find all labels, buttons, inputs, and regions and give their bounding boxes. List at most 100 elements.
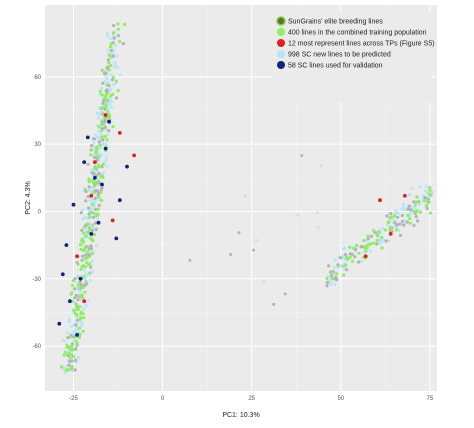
point-training-line [85,261,89,265]
point-elite-line [425,206,429,211]
point-new-line [114,43,118,47]
point-elite-line [112,24,116,28]
point-training-line [69,352,74,357]
point-training-line [415,200,419,204]
y-tick-label: 30 [34,142,41,148]
point-training-line [80,265,84,269]
x-tick-label: -25 [69,396,78,402]
point-training-line [365,245,369,249]
point-new-line [118,73,122,77]
point-new-line [104,158,108,162]
legend-key [277,61,285,69]
point-training-line [98,143,102,147]
point-training-line [100,129,104,133]
point-training-line [85,255,89,259]
point-elite-line [112,36,116,40]
point-new-line [113,61,117,65]
point-training-line [70,364,74,368]
point-new-line [84,303,88,307]
point-new-line [94,133,98,137]
point-new-line [111,83,116,87]
point-training-line [395,228,399,232]
point-training-line [89,153,93,157]
point-training-line [76,262,80,266]
point-validation-line [60,272,65,277]
point-representative-line [388,232,393,236]
point-training-line [116,22,120,26]
point-training-line [79,310,84,314]
point-new-line [104,155,109,159]
point-new-line [394,211,398,215]
point-new-line [109,73,113,77]
point-elite-line [327,264,331,268]
point-new-line [95,170,99,174]
point-elite-line [80,228,84,232]
y-axis-label: PC2: 4.3% [25,181,32,214]
point-new-line [67,317,71,321]
point-new-line [63,339,67,343]
point-training-line [97,154,101,159]
point-elite-line [406,207,410,211]
point-training-line [412,209,416,214]
y-tick-label: 0 [38,209,42,215]
point-elite-line [121,42,125,46]
point-elite-line [89,144,94,148]
point-elite-line [339,256,343,260]
point-training-line [81,329,85,333]
point-training-line [100,93,104,97]
point-elite-line [74,358,78,362]
point-new-line [81,217,85,221]
point-elite-line [398,222,402,226]
point-training-line [105,83,109,87]
point-outlier [254,238,258,242]
point-elite-line [396,215,400,219]
point-elite-line [73,287,77,291]
point-representative-line [363,254,368,259]
point-training-line [70,283,74,287]
point-training-line [93,233,97,237]
point-outlier [229,253,233,256]
point-training-line [350,259,355,263]
point-representative-line [132,153,137,158]
point-new-line [110,105,114,109]
point-outlier [316,226,320,230]
point-new-line [75,281,79,285]
point-training-line [364,249,368,253]
point-representative-line [93,160,97,165]
point-representative-line [378,198,382,203]
point-elite-line [409,208,413,212]
point-training-line [103,94,107,98]
point-elite-line [101,81,105,85]
point-elite-line [414,215,418,219]
point-elite-line [84,199,88,203]
point-elite-line [345,268,349,272]
point-training-line [86,245,91,249]
point-new-line [424,184,428,188]
point-new-line [103,80,107,84]
y-tick-label: 60 [34,75,41,81]
point-elite-line [94,207,98,212]
point-elite-line [70,342,74,346]
point-training-line [65,345,69,349]
point-new-line [423,189,428,193]
point-training-line [93,167,97,171]
point-new-line [92,141,96,145]
point-elite-line [103,107,107,111]
point-training-line [330,270,334,274]
point-new-line [401,202,405,206]
x-tick-label: 75 [427,396,434,402]
point-training-line [102,96,107,100]
point-training-line [372,229,376,233]
point-elite-line [405,220,409,224]
point-new-line [408,214,412,218]
point-elite-line [92,137,96,141]
point-elite-line [375,242,379,246]
point-elite-line [400,219,405,223]
point-validation-line [96,220,101,225]
point-new-line [89,168,94,172]
point-training-line [348,245,352,249]
point-new-line [87,188,91,192]
point-validation-line [75,333,79,337]
point-representative-line [82,299,87,304]
